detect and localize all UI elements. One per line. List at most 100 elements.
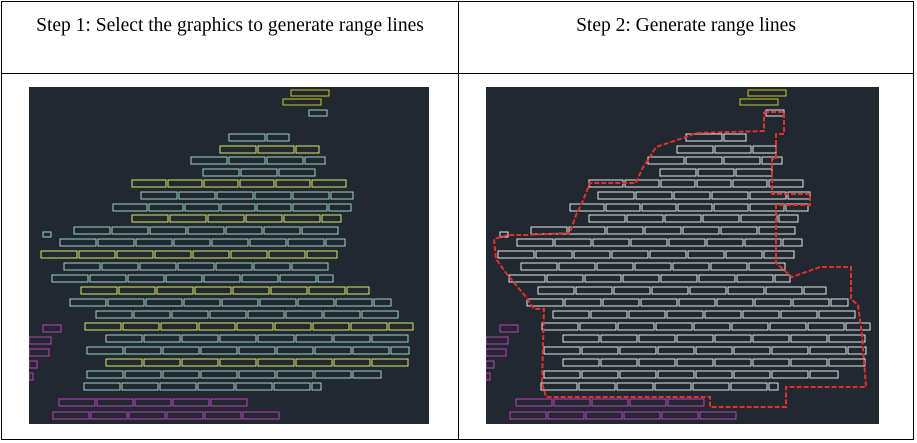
brick-block [197,382,235,391]
brick-block [748,262,786,271]
brick-block [301,226,339,235]
brick-block [733,370,771,379]
brick-block [184,203,220,212]
brick-block [105,334,143,343]
brick-block [714,334,752,343]
brick-block [581,370,619,379]
brick-block [116,250,154,259]
brick-block [695,370,733,379]
brick-block [657,370,695,379]
step1-cad-figure [29,87,429,424]
brick-block [655,322,693,331]
yellow-block [747,89,787,97]
brick-block [635,191,673,200]
brick-block [641,203,677,212]
brick-block [133,310,171,319]
magenta-block [172,398,210,407]
magenta-block [29,336,52,345]
brick-block [605,203,641,212]
brick-block [122,322,160,331]
brick-block [215,262,253,271]
brick-block [736,274,774,283]
brick-block [40,250,78,259]
brick-block [706,238,744,247]
brick-block [600,334,638,343]
brick-block [676,358,714,367]
brick-block [782,238,803,247]
brick-block [194,286,232,295]
brick-block [192,250,230,259]
brick-block [105,358,143,367]
brick-block [617,322,655,331]
brick-block [740,214,778,223]
brick-block [160,322,198,331]
brick-block [333,334,371,343]
brick-block [89,274,127,283]
brick-block [695,346,733,355]
brick-block [562,334,600,343]
brick-block [744,238,782,247]
brick-block [127,274,165,283]
brick-block [543,346,581,355]
brick-block [312,322,350,331]
brick-block [235,382,273,391]
brick-block [630,238,668,247]
magenta-block [553,398,591,407]
brick-block [830,298,849,307]
brick-block [660,274,698,283]
brick-block [219,145,257,154]
brick-block [200,370,238,379]
brick-block [230,250,268,259]
brick-block [292,191,330,200]
step2-header: Step 2: Generate range lines [576,15,796,36]
brick-block [733,346,771,355]
brick-block [145,298,183,307]
magenta-block [58,398,96,407]
brick-block [752,358,790,367]
brick-block [749,191,787,200]
brick-block [42,231,52,238]
brick-block [190,156,228,165]
brick-block [552,310,590,319]
brick-block [181,334,219,343]
brick-block [311,179,347,188]
brick-block [689,286,727,295]
brick-block [568,226,606,235]
brick-block [69,298,107,307]
brick-block [730,382,768,391]
brick-block [308,109,328,117]
brick-block [702,214,740,223]
brick-block [660,179,696,188]
brick-block [790,334,828,343]
brick-block [80,286,118,295]
brick-block [203,274,241,283]
brick-block [497,250,535,259]
brick-block [564,298,602,307]
brick-block [143,334,181,343]
magenta-block [486,372,491,381]
brick-block [698,274,736,283]
magenta-block [29,360,38,369]
brick-block [287,238,325,247]
brick-block [323,310,361,319]
brick-block [135,238,173,247]
brick-block [225,226,263,235]
brick-block [241,274,279,283]
brick-block [537,286,575,295]
brick-block [95,310,133,319]
brick-block [573,250,611,259]
brick-block [270,286,308,295]
magenta-block [623,411,661,420]
brick-block [638,334,676,343]
brick-block [693,322,731,331]
magenta-block [667,398,705,407]
magenta-block [52,411,90,420]
brick-block [51,274,89,283]
brick-block [771,346,809,355]
brick-block [713,203,749,212]
brick-block [720,226,758,235]
brick-block [676,145,714,154]
magenta-block [699,411,737,420]
brick-block [828,358,866,367]
brick-block [651,286,689,295]
